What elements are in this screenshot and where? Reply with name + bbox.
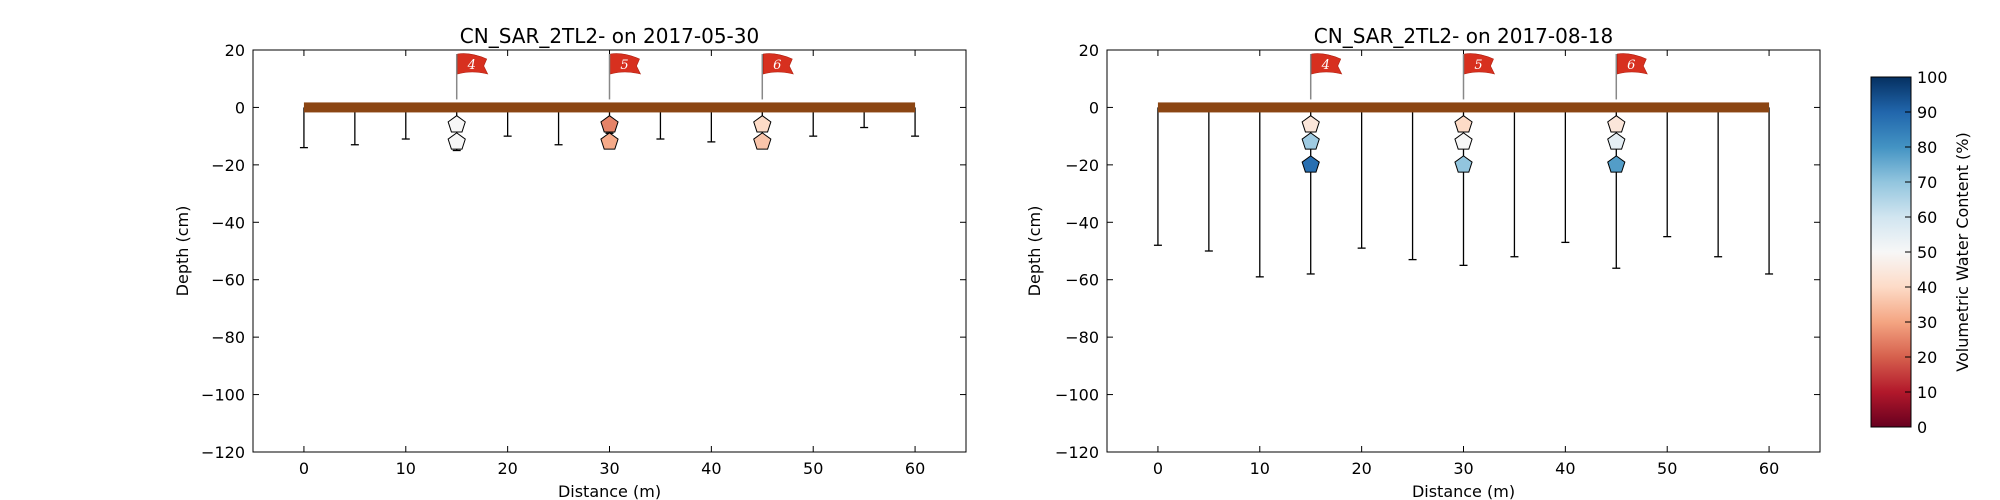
y-tick-label: −80 (211, 328, 245, 347)
y-tick-label: −40 (211, 213, 245, 232)
colorbar-tick-label: 20 (1917, 348, 1937, 367)
x-tick-label: 50 (1657, 459, 1677, 478)
flag-label: 5 (620, 58, 628, 73)
colorbar-tick-label: 10 (1917, 383, 1937, 402)
x-tick-label: 50 (803, 459, 823, 478)
y-tick-label: −120 (201, 443, 245, 462)
sensor-marker (447, 115, 466, 133)
flag-label: 6 (773, 58, 781, 73)
sensor-marker (600, 115, 619, 133)
chart-title: CN_SAR_2TL2- on 2017-08-18 (1314, 24, 1613, 48)
y-tick-label: −120 (1055, 443, 1099, 462)
x-axis-label: Distance (m) (1412, 482, 1515, 500)
flag-label: 4 (467, 58, 476, 73)
sensor-marker (1301, 132, 1320, 150)
chart-panel-right: CN_SAR_2TL2- on 2017-08-18 Distance (m) … (1025, 24, 1821, 500)
colorbar: 0 10 20 30 40 50 60 70 80 90 100 Volumetric Water … (1870, 68, 1972, 437)
y-tick-label: −100 (201, 386, 245, 405)
x-tick-label: 40 (1555, 459, 1575, 478)
flag-cloth (1464, 53, 1496, 75)
x-tick-label: 10 (396, 459, 416, 478)
sensor-marker (1301, 155, 1320, 173)
sensor-marker (1454, 132, 1473, 150)
colorbar-tick-label: 70 (1917, 173, 1937, 192)
colorbar-tick-label: 30 (1917, 313, 1937, 332)
flag-marker: 6 (761, 53, 794, 100)
colorbar-gradient (1870, 76, 1912, 428)
x-axis-label: Distance (m) (558, 482, 661, 500)
chart-title: CN_SAR_2TL2- on 2017-05-30 (460, 24, 759, 48)
x-tick-label: 20 (1351, 459, 1371, 478)
y-tick-label: 20 (1079, 41, 1099, 60)
chart-panel-left: CN_SAR_2TL2- on 2017-05-30 Distance (m) … (173, 24, 967, 500)
x-tick-label: 30 (1453, 459, 1473, 478)
flag-label: 6 (1627, 58, 1635, 73)
flag-marker: 5 (1462, 53, 1496, 100)
flag-cloth (457, 53, 489, 75)
x-tick-label: 60 (1759, 459, 1779, 478)
sensor-marker (1301, 115, 1320, 133)
y-tick-label: −20 (1065, 156, 1099, 175)
y-tick-label: 0 (1089, 98, 1099, 117)
sensor-marker (1607, 115, 1626, 133)
colorbar-tick-label: 100 (1917, 68, 1948, 87)
flag-marker: 5 (608, 53, 642, 100)
y-tick-label: 0 (235, 98, 245, 117)
flag-label: 5 (1474, 58, 1482, 73)
y-tick-label: 20 (225, 41, 245, 60)
y-tick-label: −100 (1055, 386, 1099, 405)
x-tick-label: 40 (701, 459, 721, 478)
flag-cloth (610, 53, 642, 75)
flag-cloth (1616, 53, 1648, 75)
x-tick-label: 0 (299, 459, 309, 478)
y-tick-label: −20 (211, 156, 245, 175)
x-tick-label: 20 (497, 459, 517, 478)
ground-surface-bar (303, 102, 916, 113)
y-tick-label: −60 (211, 271, 245, 290)
sensor-marker (600, 132, 619, 150)
colorbar-tick-label: 60 (1917, 208, 1937, 227)
colorbar-tick-label: 40 (1917, 278, 1937, 297)
x-tick-label: 0 (1153, 459, 1163, 478)
y-tick-label: −80 (1065, 328, 1099, 347)
x-tick-label: 60 (905, 459, 925, 478)
colorbar-tick-label: 0 (1917, 418, 1927, 437)
y-axis-label: Depth (cm) (1025, 206, 1044, 297)
flag-marker: 4 (1309, 53, 1343, 100)
y-tick-label: −60 (1065, 271, 1099, 290)
colorbar-tick-label: 50 (1917, 243, 1937, 262)
sensor-marker (1454, 155, 1473, 173)
colorbar-label: Volumetric Water Content (%) (1953, 132, 1972, 371)
sensor-marker (447, 132, 466, 150)
ground-surface-bar (1157, 102, 1770, 113)
flag-marker: 4 (455, 53, 489, 100)
colorbar-tick-label: 80 (1917, 138, 1937, 157)
sensor-marker (753, 115, 772, 133)
flag-cloth (1311, 53, 1343, 75)
x-tick-label: 10 (1250, 459, 1270, 478)
sensor-marker (1454, 115, 1473, 133)
sensor-marker (753, 132, 772, 150)
y-tick-label: −40 (1065, 213, 1099, 232)
x-tick-label: 30 (599, 459, 619, 478)
flag-marker: 6 (1615, 53, 1648, 100)
sensor-marker (1607, 132, 1626, 150)
sensor-marker (1607, 155, 1626, 173)
colorbar-tick-label: 90 (1917, 103, 1937, 122)
y-axis-label: Depth (cm) (173, 206, 192, 297)
flag-label: 4 (1321, 58, 1330, 73)
flag-cloth (762, 53, 794, 75)
